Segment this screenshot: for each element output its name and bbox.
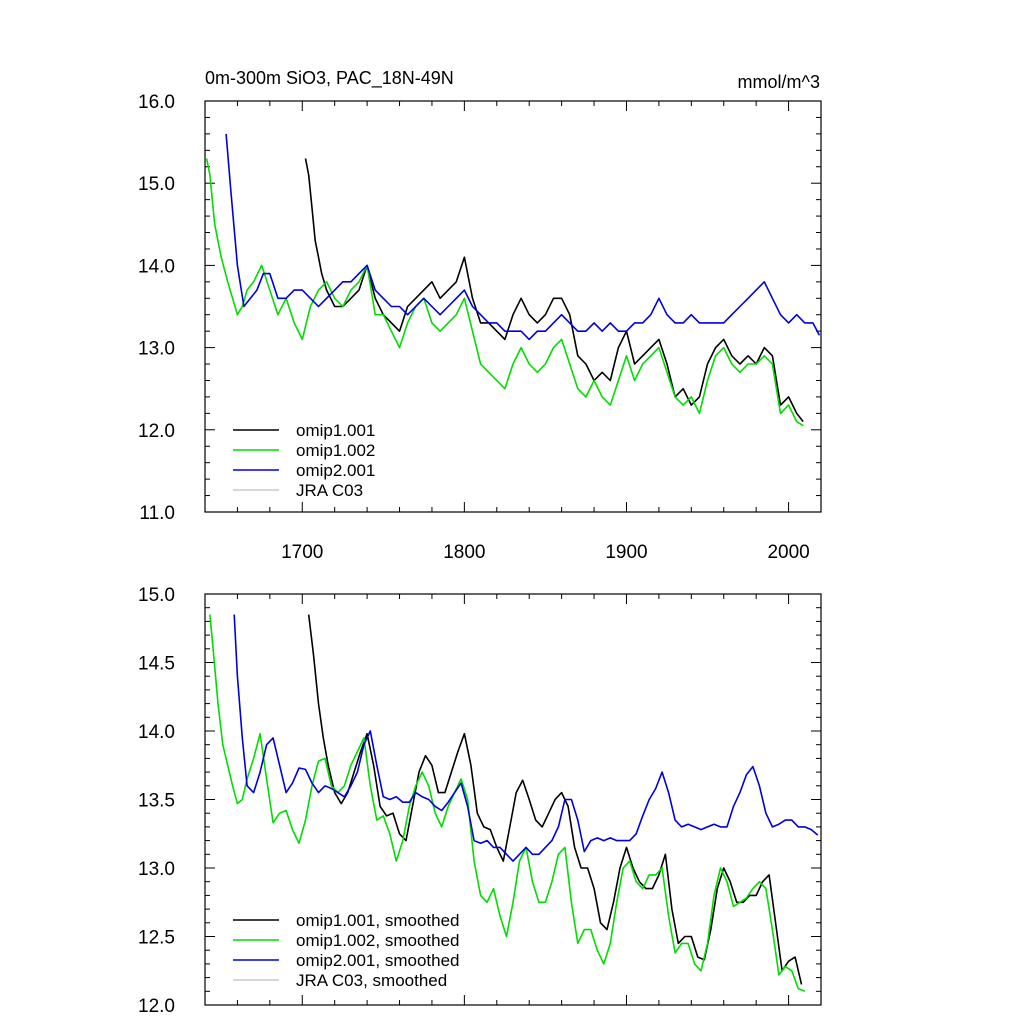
y-tick-label: 16.0: [138, 92, 175, 113]
series-line-omip1-001-smoothed: [307, 614, 803, 985]
series-line-omip2-001: [225, 133, 821, 341]
x-tick-label: 1700: [281, 542, 323, 563]
top-plot-frame: [204, 100, 822, 513]
legend-label: omip1.002, smoothed: [296, 931, 460, 950]
x-tick-label: 1900: [605, 542, 647, 563]
x-tick-label: 2000: [767, 542, 809, 563]
series-line-omip2-001-smoothed: [233, 614, 819, 862]
series-line-omip1-001: [304, 158, 804, 423]
y-tick-label: 13.0: [138, 859, 175, 880]
series-line-omip1-002-smoothed: [209, 614, 806, 993]
y-tick-label: 13.5: [138, 791, 175, 812]
bottom-plot-frame: [204, 593, 822, 1006]
top-panel: 0m-300m SiO3, PAC_18N-49N mmol/m^3 11.0 1…: [138, 68, 822, 563]
legend-label: JRA C03, smoothed: [296, 971, 447, 990]
top-panel-title: 0m-300m SiO3, PAC_18N-49N: [205, 68, 454, 89]
legend-label: omip1.001: [296, 421, 375, 440]
legend-label: omip2.001, smoothed: [296, 951, 460, 970]
series-line-omip1-002: [205, 158, 804, 427]
y-tick-label: 14.0: [138, 256, 175, 277]
y-tick-label: 14.0: [138, 722, 175, 743]
x-tick-label: 1800: [443, 542, 485, 563]
legend-label: omip1.002: [296, 441, 375, 460]
y-tick-label: 14.5: [138, 654, 175, 675]
legend-label: omip2.001: [296, 461, 375, 480]
bottom-panel: 12.0 12.5 13.0 13.5 14.0 14.5 15.0 omip1.001, …: [138, 585, 822, 1017]
y-tick-label: 12.0: [138, 996, 175, 1017]
legend-label: omip1.001, smoothed: [296, 911, 460, 930]
y-tick-label: 12.5: [138, 928, 175, 949]
legend-label: JRA C03: [296, 481, 363, 500]
top-panel-units: mmol/m^3: [738, 72, 820, 92]
y-tick-label: 11.0: [139, 503, 175, 524]
y-tick-label: 15.0: [138, 585, 175, 606]
y-tick-label: 15.0: [138, 174, 175, 195]
y-tick-label: 13.0: [138, 339, 175, 360]
y-tick-label: 12.0: [138, 421, 175, 442]
